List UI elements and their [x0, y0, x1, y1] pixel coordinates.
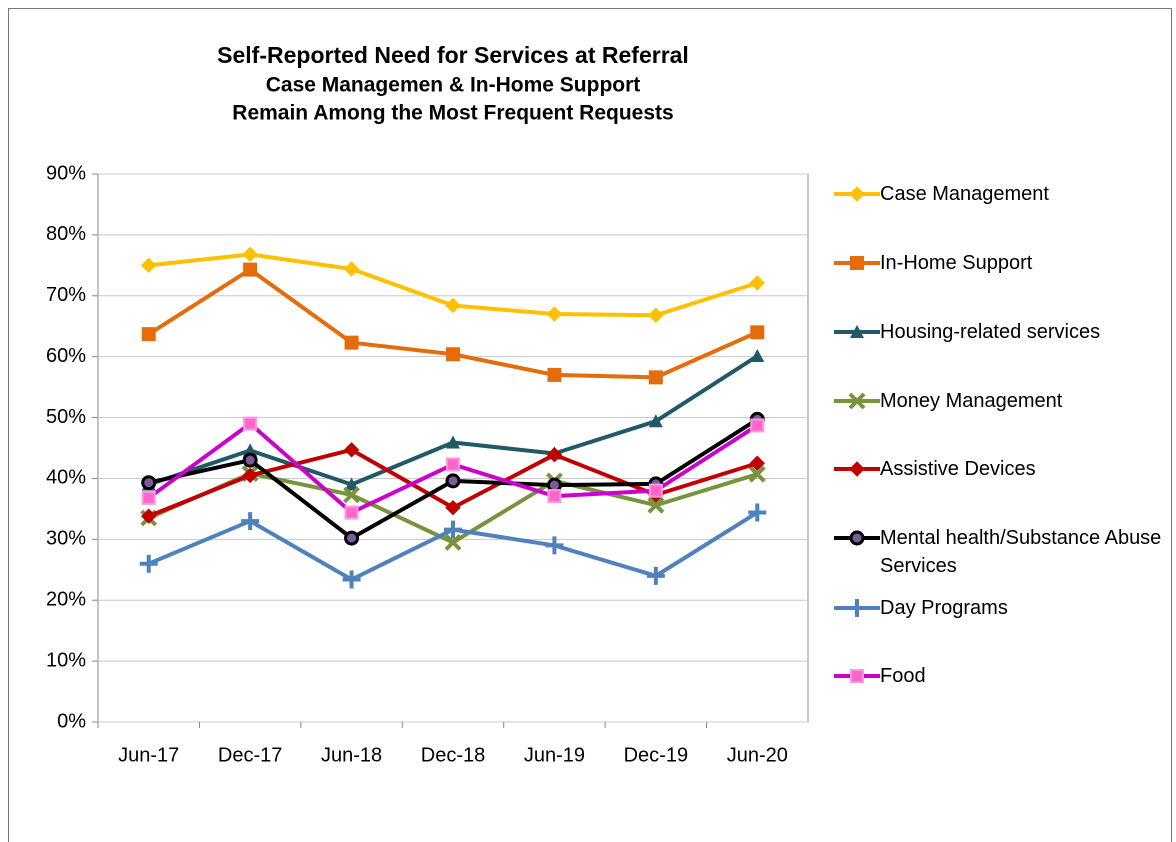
- legend-label: Money Management: [880, 390, 1063, 412]
- y-tick-label: 0%: [57, 710, 86, 732]
- legend-label: Housing-related services: [880, 321, 1101, 343]
- marker: [848, 599, 866, 617]
- x-tick-label: Jun-18: [321, 744, 382, 766]
- marker: [446, 457, 460, 472]
- y-tick-label: 40%: [46, 467, 86, 489]
- x-tick-label: Jun-19: [524, 744, 585, 766]
- chart-title: Self-Reported Need for Services at Refer…: [217, 42, 689, 68]
- legend-label: Assistive Devices: [880, 458, 1036, 480]
- marker: [446, 435, 460, 449]
- marker: [545, 536, 564, 555]
- marker: [344, 335, 359, 350]
- chart-frame: [8, 8, 1172, 842]
- marker: [750, 418, 765, 433]
- x-tick-label: Dec-19: [624, 744, 688, 766]
- marker: [344, 530, 360, 546]
- marker: [446, 347, 460, 362]
- marker: [750, 349, 765, 363]
- marker: [648, 483, 663, 498]
- marker: [850, 669, 864, 683]
- marker: [850, 256, 864, 270]
- marker: [241, 512, 260, 531]
- marker: [850, 325, 864, 338]
- marker: [242, 467, 258, 484]
- marker: [748, 465, 766, 483]
- x-tick-label: Jun-17: [118, 744, 179, 766]
- marker: [445, 499, 461, 516]
- marker: [546, 446, 563, 463]
- marker: [342, 570, 361, 589]
- marker: [343, 486, 360, 504]
- marker: [141, 257, 157, 274]
- marker: [547, 489, 562, 504]
- marker: [647, 496, 665, 514]
- x-tick-label: Dec-18: [421, 744, 485, 766]
- legend-label: Mental health/Substance Abuse Services: [880, 527, 1162, 577]
- marker: [444, 520, 462, 539]
- y-tick-label: 50%: [46, 406, 86, 428]
- marker: [749, 275, 765, 291]
- marker: [445, 473, 461, 489]
- marker: [139, 554, 158, 573]
- marker: [343, 442, 360, 458]
- marker: [141, 327, 156, 342]
- marker: [648, 414, 663, 428]
- marker: [141, 490, 156, 505]
- chart-subtitle: Case Managemen & In-Home Support: [266, 74, 641, 97]
- marker: [848, 392, 866, 410]
- marker: [344, 505, 359, 520]
- marker: [141, 475, 157, 491]
- legend-label: Food: [880, 665, 926, 687]
- x-tick-label: Dec-17: [218, 744, 282, 766]
- marker: [748, 503, 767, 522]
- marker: [750, 325, 765, 340]
- marker: [849, 530, 865, 546]
- marker: [648, 370, 663, 385]
- y-tick-label: 10%: [46, 649, 86, 671]
- legend-label: Case Management: [880, 183, 1049, 205]
- marker: [242, 452, 258, 468]
- chart-subtitle: Remain Among the Most Frequent Requests: [232, 102, 673, 125]
- y-tick-label: 60%: [46, 345, 86, 367]
- marker: [749, 455, 765, 471]
- marker: [243, 416, 258, 431]
- marker: [444, 533, 462, 551]
- marker: [849, 461, 865, 477]
- legend-label: Day Programs: [880, 597, 1008, 619]
- marker: [243, 443, 258, 457]
- marker: [445, 297, 461, 314]
- y-tick-label: 80%: [46, 223, 86, 245]
- marker: [343, 261, 360, 277]
- marker: [243, 262, 258, 277]
- marker: [141, 508, 157, 524]
- marker: [546, 306, 563, 322]
- y-tick-label: 20%: [46, 589, 86, 611]
- y-tick-label: 30%: [46, 528, 86, 550]
- marker: [242, 246, 258, 263]
- x-tick-label: Jun-20: [727, 744, 788, 766]
- y-tick-label: 90%: [46, 162, 86, 184]
- marker: [849, 186, 865, 202]
- marker: [344, 477, 359, 491]
- y-tick-label: 70%: [46, 284, 86, 306]
- marker: [648, 307, 664, 323]
- marker: [547, 367, 562, 382]
- marker: [646, 566, 665, 585]
- legend-label: In-Home Support: [880, 252, 1033, 274]
